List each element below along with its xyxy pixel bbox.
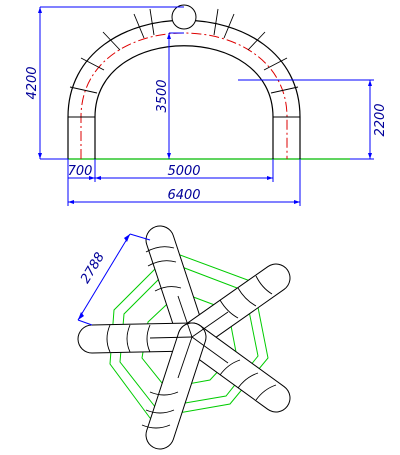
arch-inner-edge — [94, 45, 274, 159]
plan-hub — [149, 295, 229, 379]
segment-joint — [133, 13, 145, 39]
plan-arm-joints — [106, 246, 277, 429]
dim-total-width-label: 6400 — [167, 188, 200, 203]
segment-joint — [223, 13, 235, 39]
segment-joint — [69, 86, 98, 94]
dim-total-width: 6400 — [68, 188, 300, 204]
dim-total-height-label: 4200 — [25, 66, 40, 99]
dim-arm-length-label: 2788 — [78, 250, 108, 286]
crown-connector — [171, 4, 197, 30]
segment-joint — [263, 57, 288, 71]
segment-joint — [149, 8, 155, 36]
elevation-view: 4200 3500 2200 70 — [25, 4, 388, 206]
dim-spring-height: 2200 — [238, 79, 388, 160]
dim-inner-height: 3500 — [155, 32, 184, 159]
dim-inner-span: 700 5000 — [68, 164, 273, 180]
dim-inner-span-label: 5000 — [167, 164, 200, 179]
dim-leg-offset-label: 700 — [68, 164, 93, 179]
arch-outer-edge — [67, 19, 301, 159]
dim-total-height: 4200 — [25, 6, 184, 160]
arch-centerline — [80, 32, 288, 159]
arch-segment-joints — [68, 8, 300, 118]
dim-inner-height-label: 3500 — [155, 79, 170, 112]
segment-joint — [213, 8, 219, 36]
plan-view: 2788 — [77, 225, 291, 450]
segment-joint — [270, 86, 299, 94]
segment-joint — [102, 31, 121, 51]
segment-joint — [80, 57, 105, 71]
segment-joint — [247, 31, 266, 51]
dim-spring-height-label: 2200 — [373, 103, 388, 136]
